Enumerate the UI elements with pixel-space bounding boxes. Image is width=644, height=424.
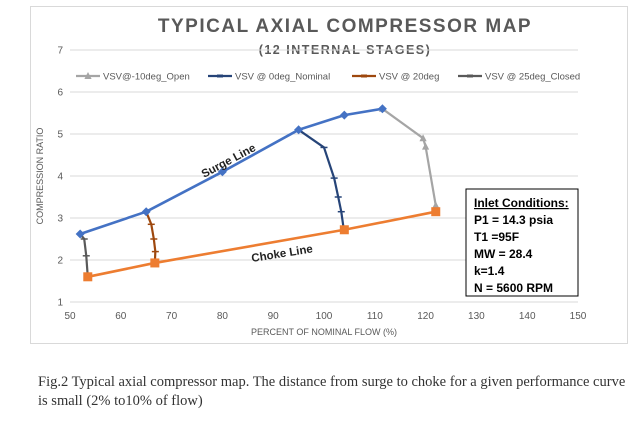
series-point-0 [422, 142, 430, 150]
x-tick-label: 80 [217, 311, 229, 322]
series-point-0 [419, 134, 427, 142]
series-line-0 [381, 107, 437, 206]
x-axis-label: PERCENT OF NOMINAL FLOW (%) [251, 327, 397, 337]
surge-point [217, 167, 227, 177]
x-tick-label: 150 [570, 311, 587, 322]
x-tick-label: 90 [268, 311, 280, 322]
x-tick-label: 130 [468, 311, 485, 322]
x-tick-label: 120 [417, 311, 434, 322]
inlet-mw: MW = 28.4 [474, 247, 533, 261]
x-tick-label: 140 [519, 311, 536, 322]
legend-label: VSV @ 20deg [379, 72, 439, 83]
x-tick-label: 50 [64, 311, 76, 322]
legend: VSV@-10deg_Open VSV @ 0deg_Nominal VSV @ 2… [76, 72, 580, 83]
legend-label: VSV @ 0deg_Nominal [235, 72, 330, 83]
inlet-n: N = 5600 RPM [474, 281, 553, 295]
y-tick-label: 5 [57, 130, 63, 141]
choke-point [83, 272, 93, 282]
inlet-conditions-box: Inlet Conditions: P1 = 14.3 psia T1 =95F… [465, 188, 579, 297]
tick-labels: 1 2 3 4 5 6 7 50 60 70 80 90 100 110 120 130 140 150 [57, 46, 586, 323]
chart-title: TYPICAL AXIAL COMPRESSOR MAP [158, 16, 532, 37]
y-tick-label: 3 [57, 214, 63, 225]
figure-caption: Fig.2 Typical axial compressor map. The … [38, 374, 626, 409]
y-tick-label: 4 [57, 172, 63, 183]
surge-point [141, 207, 151, 217]
inlet-k: k=1.4 [474, 264, 505, 278]
x-tick-label: 60 [115, 311, 127, 322]
surge-point [339, 110, 349, 120]
x-tick-label: 70 [166, 311, 178, 322]
compressor-map-chart: TYPICAL AXIAL COMPRESSOR MAP (12 INTERNA… [35, 16, 587, 337]
series-line-1 [297, 128, 345, 230]
inlet-p1: P1 = 14.3 psia [474, 213, 553, 227]
series-point-0 [432, 201, 440, 209]
series-line-3 [79, 233, 89, 277]
y-tick-label: 1 [57, 298, 63, 309]
surge-point [75, 229, 85, 239]
chart-frame [30, 6, 628, 344]
x-tick-label: 100 [316, 311, 333, 322]
choke-point [339, 225, 349, 235]
plot-area [75, 104, 441, 282]
legend-marker [84, 72, 92, 79]
surge-point [294, 125, 304, 135]
inlet-t1: T1 =95F [474, 230, 519, 244]
choke-point [150, 258, 160, 268]
choke-point [431, 207, 441, 217]
y-tick-label: 6 [57, 88, 63, 99]
y-tick-label: 7 [57, 46, 63, 57]
y-tick-label: 2 [57, 256, 63, 267]
choke-line-label: Choke Line [251, 243, 314, 265]
choke-line [87, 210, 437, 279]
surge-line [79, 107, 383, 236]
surge-line-label: Surge Line [200, 142, 258, 180]
y-axis-label: COMPRESSION RATIO [35, 128, 45, 225]
series-line-2 [145, 211, 157, 263]
x-tick-label: 110 [367, 311, 383, 322]
surge-point [377, 104, 387, 114]
legend-label: VSV@-10deg_Open [103, 72, 190, 83]
inlet-conditions-heading: Inlet Conditions: [474, 196, 569, 210]
legend-label: VSV @ 25deg_Closed [485, 72, 580, 83]
